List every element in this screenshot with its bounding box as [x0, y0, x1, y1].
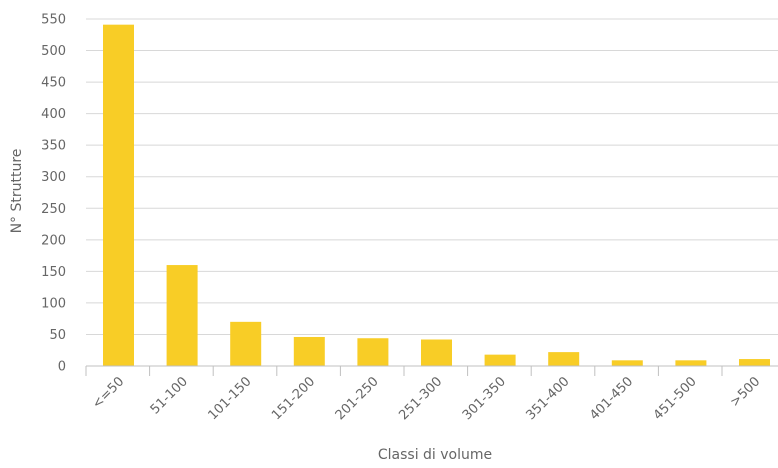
x-tick-label: <=50	[90, 374, 128, 412]
y-tick-label: 350	[41, 139, 66, 154]
bar	[675, 360, 707, 366]
bar	[357, 338, 389, 366]
y-tick-label: 50	[49, 328, 66, 343]
x-axis-title: Classi di volume	[378, 447, 492, 463]
bar	[293, 336, 325, 366]
x-tick-label: 251-300	[396, 374, 445, 423]
bar	[421, 339, 452, 366]
y-tick-label: 250	[41, 202, 66, 217]
x-tick-label: 451-500	[651, 374, 700, 423]
y-tick-label: 400	[41, 107, 66, 122]
y-tick-label: 200	[41, 233, 66, 248]
x-tick-label: 201-250	[333, 374, 382, 423]
x-tick-label: 101-150	[206, 374, 255, 423]
x-tick-label: 151-200	[269, 374, 318, 423]
bar	[611, 360, 643, 366]
x-tick-labels: <=50 51-100 101-150 151-200 201-250 251-300 30…	[90, 374, 764, 423]
x-tick-label: 51-100	[148, 374, 191, 417]
y-tick-label: 450	[41, 76, 66, 91]
y-tick-label: 500	[41, 44, 66, 59]
y-tick-label: 150	[41, 265, 66, 280]
bars	[103, 24, 770, 366]
x-tick-label: 351-400	[524, 374, 573, 423]
bar	[230, 321, 262, 366]
y-tick-labels: 0 50 100 150 200 250 300 350 400 450 500 550	[41, 13, 66, 375]
y-tick-label: 0	[58, 360, 66, 375]
y-tick-label: 300	[41, 170, 66, 185]
bar	[166, 265, 198, 366]
y-tick-label: 550	[41, 13, 66, 28]
bar	[548, 352, 580, 366]
x-tick-label: 301-350	[460, 374, 509, 423]
x-tick-label: 401-450	[587, 374, 636, 423]
grid-lines	[86, 18, 778, 335]
y-tick-label: 100	[41, 296, 66, 311]
bar	[484, 354, 516, 366]
y-axis-title: N° Strutture	[9, 149, 25, 234]
x-tick-label: >500	[727, 374, 763, 410]
axes	[85, 365, 778, 376]
bar	[103, 24, 134, 366]
bar	[739, 359, 770, 366]
